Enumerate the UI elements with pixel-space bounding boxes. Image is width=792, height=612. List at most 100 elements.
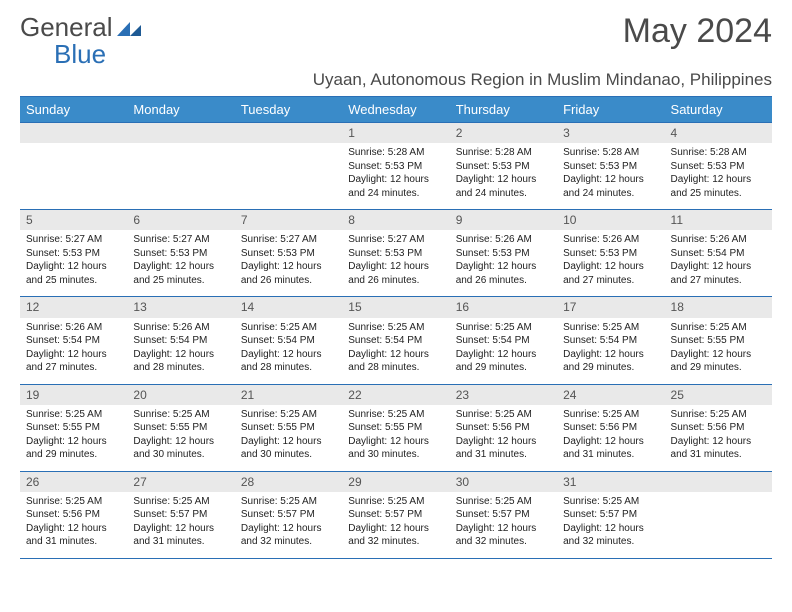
sunset-text: Sunset: 5:57 PM (348, 508, 443, 522)
day-number: 30 (450, 472, 557, 492)
sunrise-text: Sunrise: 5:25 AM (671, 408, 766, 422)
day-body: Sunrise: 5:28 AMSunset: 5:53 PMDaylight:… (665, 143, 772, 209)
calendar-day-cell: 9Sunrise: 5:26 AMSunset: 5:53 PMDaylight… (450, 210, 557, 297)
calendar-week-row: 12Sunrise: 5:26 AMSunset: 5:54 PMDayligh… (20, 297, 772, 384)
sunrise-text: Sunrise: 5:25 AM (26, 408, 121, 422)
calendar-day-cell: 14Sunrise: 5:25 AMSunset: 5:54 PMDayligh… (235, 297, 342, 384)
sunrise-text: Sunrise: 5:27 AM (26, 233, 121, 247)
sunset-text: Sunset: 5:55 PM (241, 421, 336, 435)
sunrise-text: Sunrise: 5:25 AM (456, 408, 551, 422)
day-number: 12 (20, 297, 127, 317)
day-number: 7 (235, 210, 342, 230)
day-body: Sunrise: 5:25 AMSunset: 5:55 PMDaylight:… (342, 405, 449, 471)
daylight-text: Daylight: 12 hours and 31 minutes. (133, 522, 228, 549)
calendar-day-cell: 26Sunrise: 5:25 AMSunset: 5:56 PMDayligh… (20, 471, 127, 558)
calendar-day-cell: 31 Sunrise: 5:25 AMSunset: 5:57 PMDayligh… (557, 471, 664, 558)
day-body: Sunrise: 5:26 AMSunset: 5:54 PMDaylight:… (20, 318, 127, 384)
weekday-header: Sunday (20, 97, 127, 123)
daylight-text: Daylight: 12 hours and 27 minutes. (26, 348, 121, 375)
day-body: Sunrise: 5:26 AMSunset: 5:53 PMDaylight:… (450, 230, 557, 296)
sunrise-text: Sunrise: 5:25 AM (456, 495, 551, 509)
daylight-text: Daylight: 12 hours and 31 minutes. (563, 435, 658, 462)
day-body: Sunrise: 5:25 AMSunset: 5:57 PMDaylight:… (342, 492, 449, 558)
daylight-text: Daylight: 12 hours and 32 minutes. (563, 522, 658, 549)
logo-mark-icon (117, 12, 143, 43)
daylight-text: Daylight: 12 hours and 25 minutes. (26, 260, 121, 287)
sunrise-text: Sunrise: 5:25 AM (563, 321, 658, 335)
day-body: Sunrise: 5:26 AMSunset: 5:53 PMDaylight:… (557, 230, 664, 296)
day-number-empty (235, 123, 342, 143)
day-number: 1 (342, 123, 449, 143)
month-title: May 2024 (623, 12, 772, 51)
sunrise-text: Sunrise: 5:25 AM (348, 321, 443, 335)
sunset-text: Sunset: 5:54 PM (241, 334, 336, 348)
daylight-text: Daylight: 12 hours and 32 minutes. (348, 522, 443, 549)
sunset-text: Sunset: 5:54 PM (26, 334, 121, 348)
sunset-text: Sunset: 5:57 PM (563, 508, 658, 522)
sunrise-text: Sunrise: 5:28 AM (456, 146, 551, 160)
weekday-header: Thursday (450, 97, 557, 123)
day-body-empty (20, 143, 127, 209)
sunset-text: Sunset: 5:54 PM (133, 334, 228, 348)
page: General May 2024 Blue Uyaan, Autonomous … (0, 0, 792, 571)
calendar-day-cell (20, 123, 127, 210)
sunset-text: Sunset: 5:54 PM (456, 334, 551, 348)
calendar-day-cell: 18Sunrise: 5:25 AMSunset: 5:55 PMDayligh… (665, 297, 772, 384)
sunrise-text: Sunrise: 5:28 AM (563, 146, 658, 160)
calendar-day-cell: 25Sunrise: 5:25 AMSunset: 5:56 PMDayligh… (665, 384, 772, 471)
calendar-day-cell (235, 123, 342, 210)
sunset-text: Sunset: 5:54 PM (671, 247, 766, 261)
day-number: 13 (127, 297, 234, 317)
sunrise-text: Sunrise: 5:25 AM (241, 408, 336, 422)
calendar-day-cell: 5Sunrise: 5:27 AMSunset: 5:53 PMDaylight… (20, 210, 127, 297)
sunrise-text: Sunrise: 5:25 AM (241, 321, 336, 335)
sunrise-text: Sunrise: 5:26 AM (456, 233, 551, 247)
day-body: Sunrise: 5:28 AMSunset: 5:53 PMDaylight:… (342, 143, 449, 209)
calendar-week-row: 1Sunrise: 5:28 AMSunset: 5:53 PMDaylight… (20, 123, 772, 210)
daylight-text: Daylight: 12 hours and 30 minutes. (348, 435, 443, 462)
sunset-text: Sunset: 5:53 PM (671, 160, 766, 174)
daylight-text: Daylight: 12 hours and 24 minutes. (456, 173, 551, 200)
daylight-text: Daylight: 12 hours and 24 minutes. (348, 173, 443, 200)
sunrise-text: Sunrise: 5:27 AM (241, 233, 336, 247)
day-number: 24 (557, 385, 664, 405)
calendar-day-cell: 15Sunrise: 5:25 AMSunset: 5:54 PMDayligh… (342, 297, 449, 384)
sunset-text: Sunset: 5:53 PM (348, 160, 443, 174)
daylight-text: Daylight: 12 hours and 25 minutes. (133, 260, 228, 287)
day-number: 3 (557, 123, 664, 143)
day-number: 28 (235, 472, 342, 492)
daylight-text: Daylight: 12 hours and 29 minutes. (671, 348, 766, 375)
calendar-day-cell: 13Sunrise: 5:26 AMSunset: 5:54 PMDayligh… (127, 297, 234, 384)
sunset-text: Sunset: 5:56 PM (26, 508, 121, 522)
day-number: 2 (450, 123, 557, 143)
sunrise-text: Sunrise: 5:26 AM (563, 233, 658, 247)
daylight-text: Daylight: 12 hours and 26 minutes. (348, 260, 443, 287)
calendar-day-cell: 22Sunrise: 5:25 AMSunset: 5:55 PMDayligh… (342, 384, 449, 471)
day-body: Sunrise: 5:25 AMSunset: 5:54 PMDaylight:… (235, 318, 342, 384)
calendar-day-cell: 3Sunrise: 5:28 AMSunset: 5:53 PMDaylight… (557, 123, 664, 210)
day-number: 31 (557, 472, 664, 492)
daylight-text: Daylight: 12 hours and 27 minutes. (671, 260, 766, 287)
sunset-text: Sunset: 5:53 PM (133, 247, 228, 261)
daylight-text: Daylight: 12 hours and 29 minutes. (456, 348, 551, 375)
weekday-header: Wednesday (342, 97, 449, 123)
calendar-day-cell: 10Sunrise: 5:26 AMSunset: 5:53 PMDayligh… (557, 210, 664, 297)
calendar-day-cell: 27Sunrise: 5:25 AMSunset: 5:57 PMDayligh… (127, 471, 234, 558)
calendar-day-cell: 8Sunrise: 5:27 AMSunset: 5:53 PMDaylight… (342, 210, 449, 297)
sunrise-text: Sunrise: 5:25 AM (26, 495, 121, 509)
day-body-empty (127, 143, 234, 209)
day-number: 4 (665, 123, 772, 143)
day-number: 26 (20, 472, 127, 492)
calendar-body: 1Sunrise: 5:28 AMSunset: 5:53 PMDaylight… (20, 123, 772, 559)
sunset-text: Sunset: 5:53 PM (241, 247, 336, 261)
daylight-text: Daylight: 12 hours and 31 minutes. (456, 435, 551, 462)
daylight-text: Daylight: 12 hours and 26 minutes. (456, 260, 551, 287)
sunset-text: Sunset: 5:56 PM (456, 421, 551, 435)
sunrise-text: Sunrise: 5:25 AM (563, 495, 658, 509)
daylight-text: Daylight: 12 hours and 24 minutes. (563, 173, 658, 200)
calendar-day-cell: 17Sunrise: 5:25 AMSunset: 5:54 PMDayligh… (557, 297, 664, 384)
day-body: Sunrise: 5:25 AMSunset: 5:57 PMDaylight:… (127, 492, 234, 558)
daylight-text: Daylight: 12 hours and 31 minutes. (671, 435, 766, 462)
day-number-empty (127, 123, 234, 143)
sunset-text: Sunset: 5:56 PM (563, 421, 658, 435)
